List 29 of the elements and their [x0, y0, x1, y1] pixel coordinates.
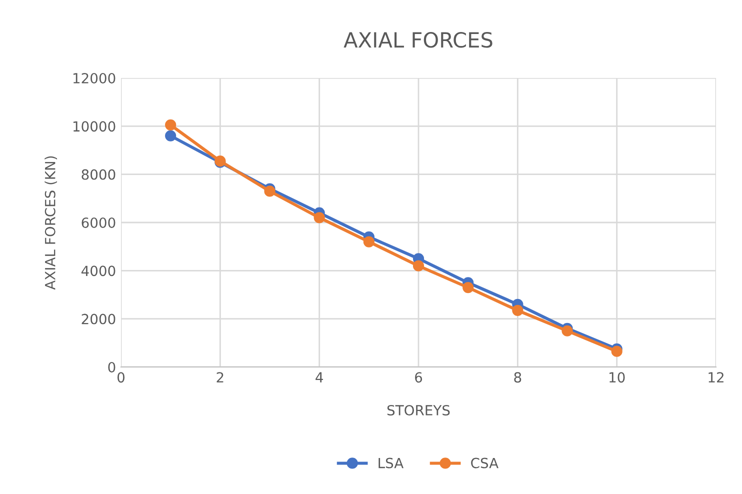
point [462, 282, 474, 294]
y-tick-label: 2000 [82, 314, 116, 324]
x-tick-label: 6 [415, 372, 422, 383]
x-axis-title: STOREYS [387, 404, 450, 416]
legend-label: LSA [378, 458, 404, 468]
chart-title: AXIAL FORCES [344, 32, 492, 48]
y-tick-label: 0 [108, 362, 116, 372]
x-tick-label: 12 [708, 372, 724, 382]
point [611, 346, 622, 357]
y-tick-label: 4000 [81, 266, 116, 276]
point [363, 236, 374, 248]
y-tick-label: 8000 [82, 169, 116, 180]
point [165, 130, 176, 142]
y-tick-label: 6000 [82, 217, 116, 228]
y-tick-label: 10000 [73, 121, 116, 132]
legend-label: CSA [471, 458, 498, 468]
point [314, 212, 325, 224]
point [264, 186, 276, 197]
x-tick-label: 10 [610, 372, 625, 383]
point [512, 304, 524, 316]
point [562, 325, 573, 336]
y-tick-label: 12000 [73, 72, 116, 84]
point [165, 119, 176, 131]
y-axis-title: AXIAL FORCES (KN) [44, 156, 58, 290]
x-tick-label: 4 [316, 372, 323, 382]
x-tick-label: 0 [117, 372, 124, 383]
x-tick-label: 2 [216, 372, 224, 382]
x-tick-label: 8 [514, 372, 522, 383]
point [412, 260, 424, 272]
